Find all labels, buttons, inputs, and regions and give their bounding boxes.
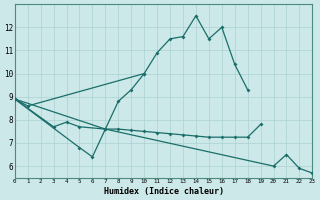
X-axis label: Humidex (Indice chaleur): Humidex (Indice chaleur) (104, 187, 224, 196)
